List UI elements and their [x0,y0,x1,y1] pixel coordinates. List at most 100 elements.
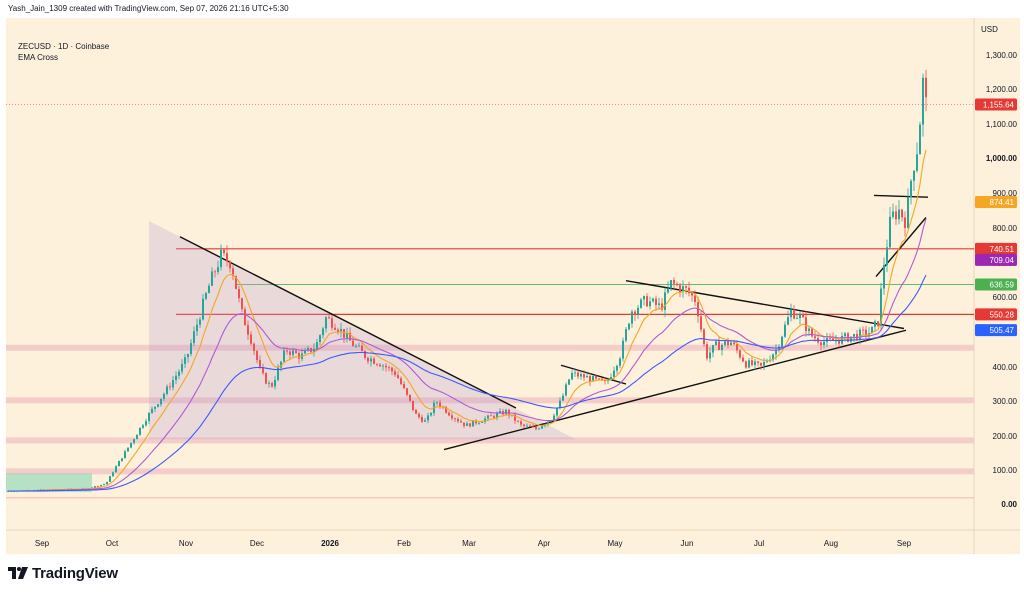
candle-body [703,329,705,345]
candle-body [322,328,324,336]
candle-body [784,324,786,337]
candle-body [526,425,528,427]
support-zone [6,468,974,475]
candle-body [484,418,486,423]
candle-body [409,394,411,401]
trend-line [443,329,907,451]
y-tick-label: 800.00 [993,224,1018,233]
candle-body [256,350,258,361]
candle-body [304,350,306,354]
price-chart[interactable]: 1,300.00 1,200.00 1,100.00 1,000.00 900.00 80… [6,18,1020,554]
candle-body [562,395,564,401]
candle-body [154,406,156,409]
candle-body [220,249,222,268]
candle-body [757,361,759,363]
candle-body [406,388,408,395]
candle-body [631,311,633,324]
candle-body [634,311,636,315]
candle-body [190,343,192,355]
candle-body [616,365,618,371]
candle-body [613,370,615,377]
y-tick-label: 0.00 [1001,500,1017,509]
candle-body [730,342,732,346]
candle-body [244,309,246,326]
y-tick-label: 400.00 [993,363,1018,372]
price-badge-label: 636.59 [990,281,1015,290]
candle-body [460,421,462,423]
candle-body [472,420,474,427]
candle-body [667,288,669,293]
y-tick-label: 1,200.00 [986,85,1018,94]
candle-body [865,329,867,336]
candle-body [289,351,291,355]
candle-body [184,357,186,364]
candle-body [121,458,123,462]
candle-body [295,350,297,354]
x-tick-label: 2026 [321,539,339,548]
price-badge [975,195,1017,208]
candle-body [577,372,579,377]
candle-body [877,321,879,326]
candle-body [574,372,576,374]
candle-body [241,298,243,310]
x-tick-label: Sep [897,539,912,548]
candle-body [217,267,219,273]
candle-body [592,375,594,382]
candle-body [829,337,831,339]
candle-body [394,371,396,376]
candle-body [646,296,648,307]
candle-body [454,418,456,420]
candle-body [733,342,735,345]
candle-body [862,329,864,331]
x-tick-label: Dec [250,539,264,548]
y-tick-label: 1,300.00 [986,51,1018,60]
y-tick-label: 1,100.00 [986,120,1018,129]
candle-body [820,342,822,345]
price-badge [975,308,1017,321]
candle-body [709,352,711,359]
x-tick-label: Sep [35,539,50,548]
brand-name: TradingView [32,564,118,582]
candle-body [103,484,105,485]
candle-body [514,414,516,421]
candle-body [94,486,96,488]
candle-body [415,409,417,414]
candle-body [748,360,750,368]
candle-body [835,340,837,342]
candle-body [832,338,834,341]
candle-body [679,285,681,293]
candle-body [721,344,723,351]
candle-body [133,439,135,443]
candle-body [376,363,378,365]
candle-body [334,327,336,330]
price-badge-label: 874.41 [990,198,1015,207]
candle-body [871,326,873,334]
candle-body [451,415,453,419]
trend-line [873,194,929,198]
support-zone [6,344,974,351]
candle-body [457,419,459,422]
trend-line [625,279,905,330]
candle-body [547,421,549,425]
candle-body [622,340,624,359]
candle-body [583,374,585,378]
candle-body [535,426,537,430]
candle-body [673,280,675,284]
candle-body [796,317,798,319]
candle-body [874,321,876,327]
candle-body [766,361,768,363]
candle-body [346,332,348,338]
y-tick-label: 600.00 [993,293,1018,302]
candle-body [523,424,525,426]
candle-body [265,373,267,384]
candle-body [274,379,276,387]
candle-body [166,386,168,394]
chart-area[interactable]: 1,300.00 1,200.00 1,100.00 1,000.00 900.00 80… [6,18,1020,554]
candle-body [115,466,117,473]
candle-body [814,336,816,339]
candle-body [880,288,882,326]
candle-body [553,415,555,421]
candle-body [529,425,531,427]
price-badge [975,253,1017,266]
candle-body [775,349,777,355]
